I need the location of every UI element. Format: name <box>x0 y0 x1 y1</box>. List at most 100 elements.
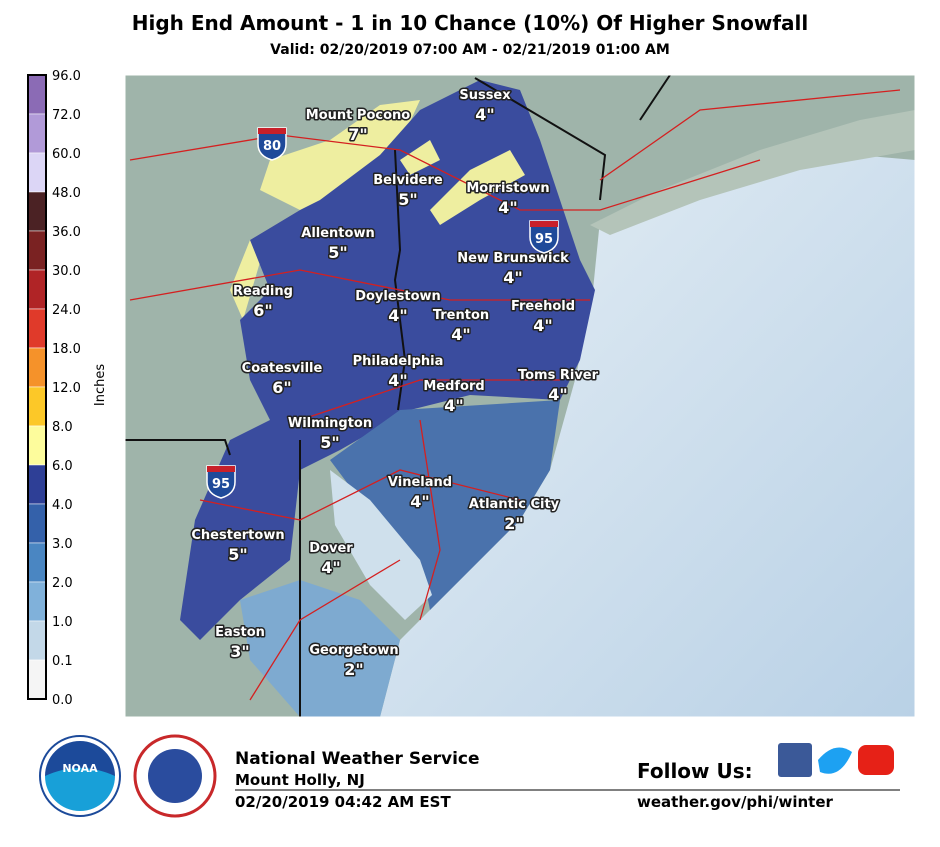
city-name: Medford <box>423 379 484 394</box>
facebook-icon[interactable] <box>778 743 812 777</box>
legend-swatch <box>27 542 47 583</box>
city-amount: 4" <box>475 105 494 124</box>
legend-swatch <box>27 386 47 427</box>
legend-label: 4.0 <box>52 498 73 513</box>
legend-label: 96.0 <box>52 69 81 84</box>
city-amount: 6" <box>253 301 272 320</box>
shield <box>257 127 287 161</box>
city-name: New Brunswick <box>457 251 569 266</box>
legend-label: 36.0 <box>52 225 81 240</box>
city-name: Freehold <box>511 299 575 314</box>
legend: Inches 96.0 72.0 60.0 48.0 36.0 30.0 24.0 18.0 1… <box>27 69 108 708</box>
snow-4-6 <box>180 80 595 640</box>
city-name: Belvidere <box>373 173 443 188</box>
state-borders <box>125 74 671 717</box>
legend-label: 6.0 <box>52 459 73 474</box>
city-name: Georgetown <box>309 643 398 658</box>
shield-number: 95 <box>535 232 553 247</box>
city-amount: 4" <box>451 325 470 344</box>
city-name: Wilmington <box>288 416 372 431</box>
snow-6-8-east <box>400 140 525 225</box>
ocean <box>380 150 915 717</box>
city-name: Atlantic City <box>469 497 560 512</box>
city-name: Philadelphia <box>353 354 444 369</box>
shield-top <box>258 128 286 134</box>
legend-label: 48.0 <box>52 186 81 201</box>
city-amount: 4" <box>533 316 552 335</box>
twitter-icon[interactable] <box>818 747 852 774</box>
legend-swatch <box>27 503 47 544</box>
legend-swatch <box>27 308 47 349</box>
city-amount: 5" <box>228 545 247 564</box>
snow-6-8 <box>230 100 420 320</box>
city-name: Trenton <box>433 308 489 323</box>
legend-label: 0.0 <box>52 693 73 708</box>
youtube-icon[interactable] <box>858 745 894 775</box>
issued: 02/20/2019 04:42 AM EST <box>235 793 451 811</box>
map-frame <box>124 74 916 718</box>
legend-swatch <box>27 347 47 388</box>
legend-swatch <box>27 74 47 115</box>
legend-label: 12.0 <box>52 381 81 396</box>
legend-swatch <box>27 152 47 193</box>
legend-label: 2.0 <box>52 576 73 591</box>
city-amount: 2" <box>344 660 363 679</box>
city-amount: 4" <box>498 198 517 217</box>
url[interactable]: weather.gov/phi/winter <box>637 793 833 811</box>
legend-label: 60.0 <box>52 147 81 162</box>
noaa-logo-top <box>45 741 115 776</box>
city-name: Morristown <box>466 181 549 196</box>
city-amount: 5" <box>328 243 347 262</box>
legend-swatch <box>27 659 47 700</box>
legend-label: 3.0 <box>52 537 73 552</box>
long-island <box>590 110 915 235</box>
shield <box>529 220 559 254</box>
city-name: Vineland <box>388 475 452 490</box>
map <box>124 74 916 718</box>
office: Mount Holly, NJ <box>235 771 365 789</box>
snow-3-4 <box>330 400 560 610</box>
roads <box>129 89 901 701</box>
shield-top <box>530 221 558 227</box>
legend-swatch <box>27 464 47 505</box>
city-amount: 4" <box>410 492 429 511</box>
city-name: Coatesville <box>242 361 323 376</box>
city-name: Mount Pocono <box>306 108 410 123</box>
city-amount: 6" <box>272 378 291 397</box>
legend-swatch <box>27 425 47 466</box>
city-amount: 3" <box>230 642 249 661</box>
legend-label: 0.1 <box>52 654 73 669</box>
snow-1-2 <box>240 580 400 717</box>
legend-swatch <box>27 230 47 271</box>
shields: 80 95 95 <box>206 127 559 499</box>
subtitle: Valid: 02/20/2019 07:00 AM - 02/21/2019 … <box>270 42 670 58</box>
nws-logo-inner <box>148 749 202 803</box>
legend-frame <box>27 74 47 700</box>
city-name: Reading <box>233 284 293 299</box>
city-name: Allentown <box>301 226 374 241</box>
legend-label: 30.0 <box>52 264 81 279</box>
city-name: Dover <box>309 541 353 556</box>
city-amount: 4" <box>388 306 407 325</box>
shield-top <box>207 466 235 472</box>
legend-swatch <box>27 191 47 232</box>
city-name: Doylestown <box>355 289 441 304</box>
city-name: Chestertown <box>191 528 284 543</box>
city-amount: 5" <box>398 190 417 209</box>
legend-label: 72.0 <box>52 108 81 123</box>
legend-swatch <box>27 620 47 661</box>
city-amount: 5" <box>320 433 339 452</box>
legend-title: Inches <box>93 364 108 406</box>
legend-label: 1.0 <box>52 615 73 630</box>
legend-swatch <box>27 269 47 310</box>
legend-label: 8.0 <box>52 420 73 435</box>
city-amount: 4" <box>388 371 407 390</box>
city-amount: 2" <box>504 514 523 533</box>
city-amount: 7" <box>348 125 367 144</box>
city-amount: 4" <box>444 396 463 415</box>
city-amount: 4" <box>548 385 567 404</box>
city-name: Toms River <box>518 368 599 383</box>
legend-label: 24.0 <box>52 303 81 318</box>
